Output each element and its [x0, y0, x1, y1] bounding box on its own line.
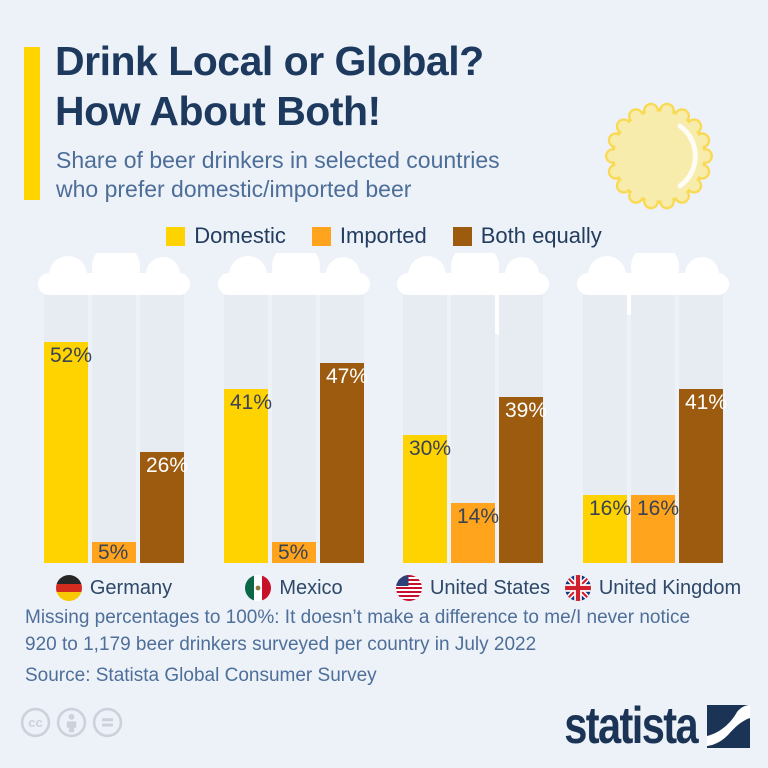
license-icons: cc: [20, 707, 123, 738]
bar-group-germany: 52% 5% 26% Germany: [38, 253, 190, 601]
bar-value-label: 26%: [146, 454, 189, 477]
beer-foam-icon: [38, 253, 190, 319]
bar-group-united-kingdom: 16% 16% 41%: [564, 253, 741, 601]
flag-united-states-icon: [395, 575, 422, 601]
bar-united-kingdom-imported: 16%: [631, 495, 680, 563]
bar-mexico-domestic: 41%: [224, 389, 273, 563]
legend-label-imported: Imported: [339, 223, 427, 248]
bar-united-kingdom-both-equally: 41%: [679, 389, 728, 563]
statista-logo-mark-icon: [707, 704, 750, 748]
title-line-2: How About Both!: [55, 88, 381, 134]
bar-united-kingdom-domestic: 16%: [583, 495, 632, 563]
category-label-germany: Germany: [14, 575, 214, 601]
equal-icon: [92, 707, 123, 738]
category-label-united-kingdom: United Kingdom: [553, 575, 753, 601]
bar-value-label: 47%: [326, 365, 369, 388]
legend-swatch-imported: [311, 226, 331, 246]
bar-value-label: 16%: [637, 497, 680, 520]
title-line-1: Drink Local or Global?: [55, 38, 484, 84]
svg-text:cc: cc: [28, 715, 42, 730]
legend-item-both-equally: Both equally: [452, 223, 602, 249]
bar-germany-domestic: 52%: [44, 342, 93, 563]
bar-value-label: 52%: [50, 344, 93, 367]
bar-united-states-imported: 14%: [451, 503, 500, 563]
bar-value-label: 30%: [409, 437, 452, 460]
bar-germany-both-equally: 26%: [140, 452, 189, 563]
page-title: Drink Local or Global? How About Both!: [55, 36, 484, 136]
footnote: Missing percentages to 100%: It doesn’t …: [25, 604, 690, 689]
category-name: Germany: [89, 576, 173, 599]
subtitle-line-1: Share of beer drinkers in selected count…: [56, 147, 500, 173]
footnote-line-1: Missing percentages to 100%: It doesn’t …: [25, 607, 691, 628]
legend-item-imported: Imported: [311, 223, 427, 249]
statista-wordmark: statista: [564, 697, 698, 755]
bottle-cap-icon: [601, 98, 717, 214]
category-label-united-states: United States: [373, 575, 573, 601]
bar-group-united-states: 30% 14% 39% United States: [395, 253, 550, 601]
title-accent-bar: [24, 47, 40, 200]
category-name: United States: [429, 576, 551, 599]
bar-value-label: 5%: [278, 541, 309, 564]
cc-icon: cc: [20, 707, 51, 738]
category-name: United Kingdom: [598, 576, 742, 599]
bar-track: [272, 295, 316, 563]
bar-chart: 52% 5% 26% Germany: [0, 253, 768, 615]
bar-value-label: 16%: [589, 497, 632, 520]
bar-value-label: 39%: [505, 399, 548, 422]
legend-item-domestic: Domestic: [166, 223, 286, 249]
statista-logo: statista: [531, 700, 750, 752]
footnote-line-2: 920 to 1,179 beer drinkers surveyed per …: [25, 634, 537, 655]
bar-value-label: 5%: [98, 541, 129, 564]
subtitle-line-2: who prefer domestic/imported beer: [56, 176, 412, 202]
chart-legend: Domestic Imported Both equally: [0, 223, 768, 249]
bar-track: [92, 295, 136, 563]
category-label-mexico: Mexico: [194, 575, 394, 601]
bar-value-label: 41%: [685, 391, 728, 414]
attribution-icon: [56, 707, 87, 738]
flag-mexico-icon: [245, 575, 272, 601]
legend-swatch-both-equally: [452, 226, 472, 246]
page-subtitle: Share of beer drinkers in selected count…: [56, 146, 500, 204]
bar-united-states-both-equally: 39%: [499, 397, 548, 563]
bar-mexico-imported: 5%: [272, 542, 316, 563]
category-name: Mexico: [279, 576, 343, 599]
source-line: Source: Statista Global Consumer Survey: [25, 665, 377, 686]
bar-value-label: 14%: [457, 505, 500, 528]
flag-germany-icon: [55, 575, 82, 601]
flag-united-kingdom-icon: [564, 575, 591, 601]
bar-group-mexico: 41% 5% 47% Mexico: [218, 253, 370, 601]
bar-value-label: 41%: [230, 391, 273, 414]
bar-germany-imported: 5%: [92, 542, 136, 563]
bar-united-states-domestic: 30%: [403, 435, 452, 563]
legend-label-domestic: Domestic: [194, 223, 286, 248]
legend-swatch-domestic: [166, 226, 186, 246]
legend-label-both-equally: Both equally: [480, 223, 602, 248]
bar-mexico-both-equally: 47%: [320, 363, 369, 563]
